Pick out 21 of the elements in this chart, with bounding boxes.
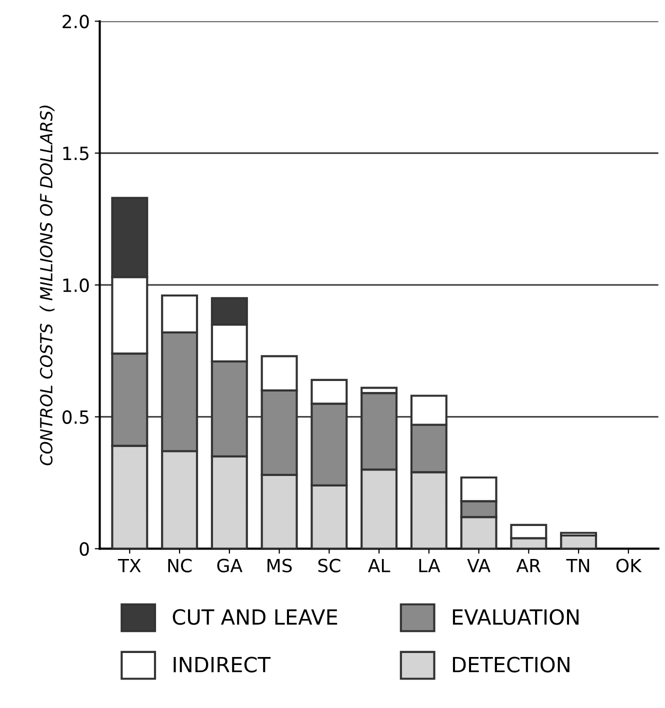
y-tick-label: 1.5 xyxy=(63,146,88,160)
y-tick-label: 2.0 xyxy=(62,14,89,28)
x-tick-label: TX xyxy=(118,558,141,572)
y-tick-label: 0 xyxy=(80,542,89,556)
x-tick-label: AL xyxy=(368,558,390,572)
x-tick-label: MS xyxy=(268,558,292,572)
y-tick-label: 1.0 xyxy=(63,278,89,292)
x-tick-label: VA xyxy=(467,558,490,572)
y-tick-label: 0.5 xyxy=(62,410,88,424)
x-tick-label: TN xyxy=(566,558,590,572)
x-tick-label: NC xyxy=(168,558,192,572)
legend-label: INDIRECT xyxy=(174,656,271,672)
legend-label: CUT AND LEAVE xyxy=(172,609,338,625)
x-tick-label: OK xyxy=(616,558,642,572)
legend-label: EVALUATION xyxy=(452,609,579,625)
x-tick-label: AR xyxy=(516,558,541,572)
x-tick-label: LA xyxy=(419,558,440,572)
y-axis-title: CONTROL COSTS ( MILLIONS OF DOLLARS) xyxy=(40,106,54,466)
legend-label: DETECTION xyxy=(452,656,570,672)
x-tick-label: SC xyxy=(318,558,340,572)
x-tick-label: GA xyxy=(217,558,242,572)
